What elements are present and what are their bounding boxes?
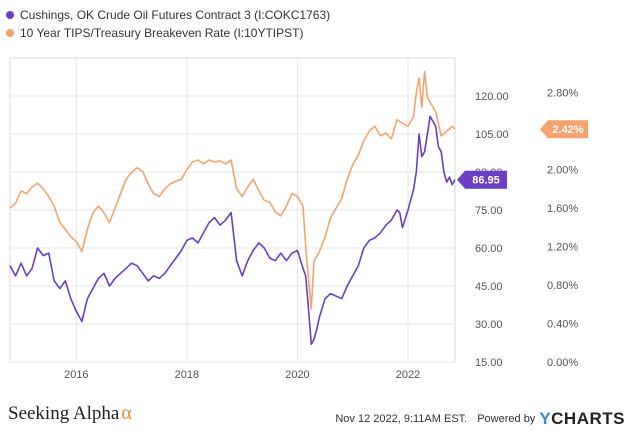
callout-tag — [457, 170, 507, 189]
legend-label-breakeven-rate: 10 Year TIPS/Treasury Breakeven Rate (I:… — [20, 26, 304, 40]
x-axis-tick-label: 2020 — [285, 369, 309, 381]
x-axis-tick-label: 2022 — [396, 369, 420, 381]
x-axis-tick-label: 2016 — [64, 369, 88, 381]
callout-value: 86.95 — [472, 175, 500, 187]
right-axis-tick-label: 1.20% — [547, 242, 578, 254]
right-axis-tick-label: 2.80% — [547, 88, 578, 100]
legend-item-crude-oil[interactable]: Cushings, OK Crude Oil Futures Contract … — [6, 6, 330, 24]
axis-layer: 15.0030.0045.0060.0075.0090.00105.00120.… — [64, 88, 578, 381]
right-axis-tick-label: 1.60% — [547, 203, 578, 215]
callout-layer: 86.95 2.42% — [457, 120, 588, 189]
left-axis-tick-label: 15.00 — [475, 357, 503, 369]
legend-marker-breakeven-rate — [6, 29, 14, 37]
grid-layer — [9, 57, 456, 363]
chart-legend: Cushings, OK Crude Oil Futures Contract … — [6, 6, 330, 42]
left-axis-tick-label: 105.00 — [475, 129, 509, 141]
ycharts-logo[interactable]: YCHARTS — [539, 409, 625, 428]
series-line-breakeven-rate — [9, 70, 456, 310]
left-axis-tick-label: 45.00 — [475, 281, 503, 293]
legend-marker-crude-oil — [6, 11, 14, 19]
left-axis-tick-label: 120.00 — [475, 91, 509, 103]
legend-label-crude-oil: Cushings, OK Crude Oil Futures Contract … — [20, 8, 331, 22]
last-value-callout-breakeven-rate: 2.42% — [540, 120, 588, 139]
left-axis-tick-label: 75.00 — [475, 205, 503, 217]
x-axis-tick-label: 2018 — [175, 369, 199, 381]
last-value-callout-crude-oil: 86.95 — [457, 170, 507, 189]
alpha-icon: α — [121, 402, 132, 424]
right-axis-tick-label: 0.80% — [547, 280, 578, 292]
seeking-alpha-logo: Seeking Alpha α — [8, 402, 132, 425]
legend-item-breakeven-rate[interactable]: 10 Year TIPS/Treasury Breakeven Rate (I:… — [6, 24, 330, 42]
powered-by-label: Powered by — [477, 413, 536, 425]
left-axis-tick-label: 60.00 — [475, 243, 503, 255]
left-axis-tick-label: 30.00 — [475, 319, 503, 331]
callout-tag — [540, 120, 588, 139]
right-axis-tick-label: 2.00% — [547, 165, 578, 177]
brand-name: Seeking Alpha — [8, 403, 120, 424]
right-axis-tick-label: 0.00% — [547, 357, 578, 369]
series-line-crude-oil — [9, 115, 456, 346]
right-axis-tick-label: 0.40% — [547, 319, 578, 331]
callout-value: 2.42% — [552, 124, 583, 136]
series-layer — [9, 70, 456, 346]
chart-footer: Nov 12 2022, 9:11AM EST. Powered by YCHA… — [335, 409, 625, 429]
timestamp: Nov 12 2022, 9:11AM EST. — [335, 413, 468, 425]
